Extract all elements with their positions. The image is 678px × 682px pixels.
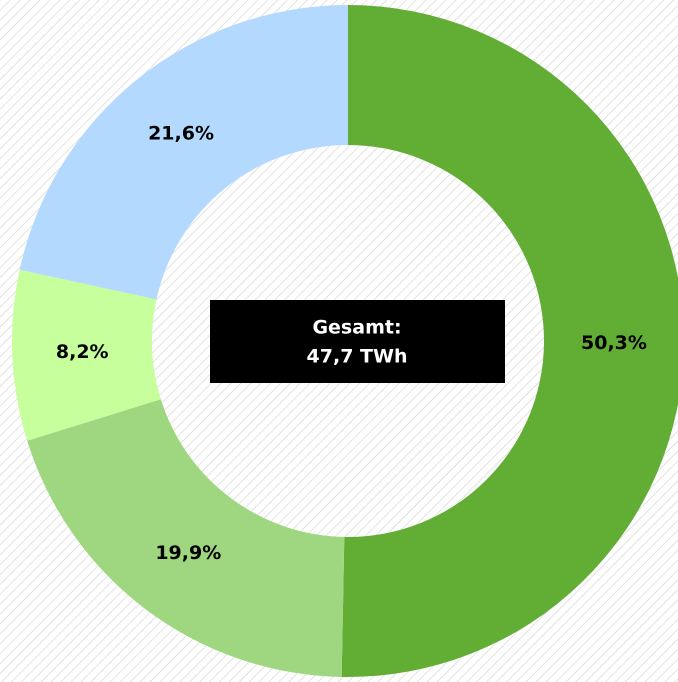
data-label: 19,9% xyxy=(155,542,221,564)
data-label: 21,6% xyxy=(148,122,214,144)
slices xyxy=(11,5,678,677)
slice xyxy=(11,269,161,441)
center-label: 47,7 TWh xyxy=(307,346,408,368)
data-label: 50,3% xyxy=(581,332,647,354)
center-box xyxy=(210,300,505,383)
data-label: 8,2% xyxy=(56,341,109,363)
slice xyxy=(27,399,345,677)
slice xyxy=(341,5,678,677)
center-label: Gesamt: xyxy=(312,317,401,339)
slice xyxy=(19,5,349,300)
